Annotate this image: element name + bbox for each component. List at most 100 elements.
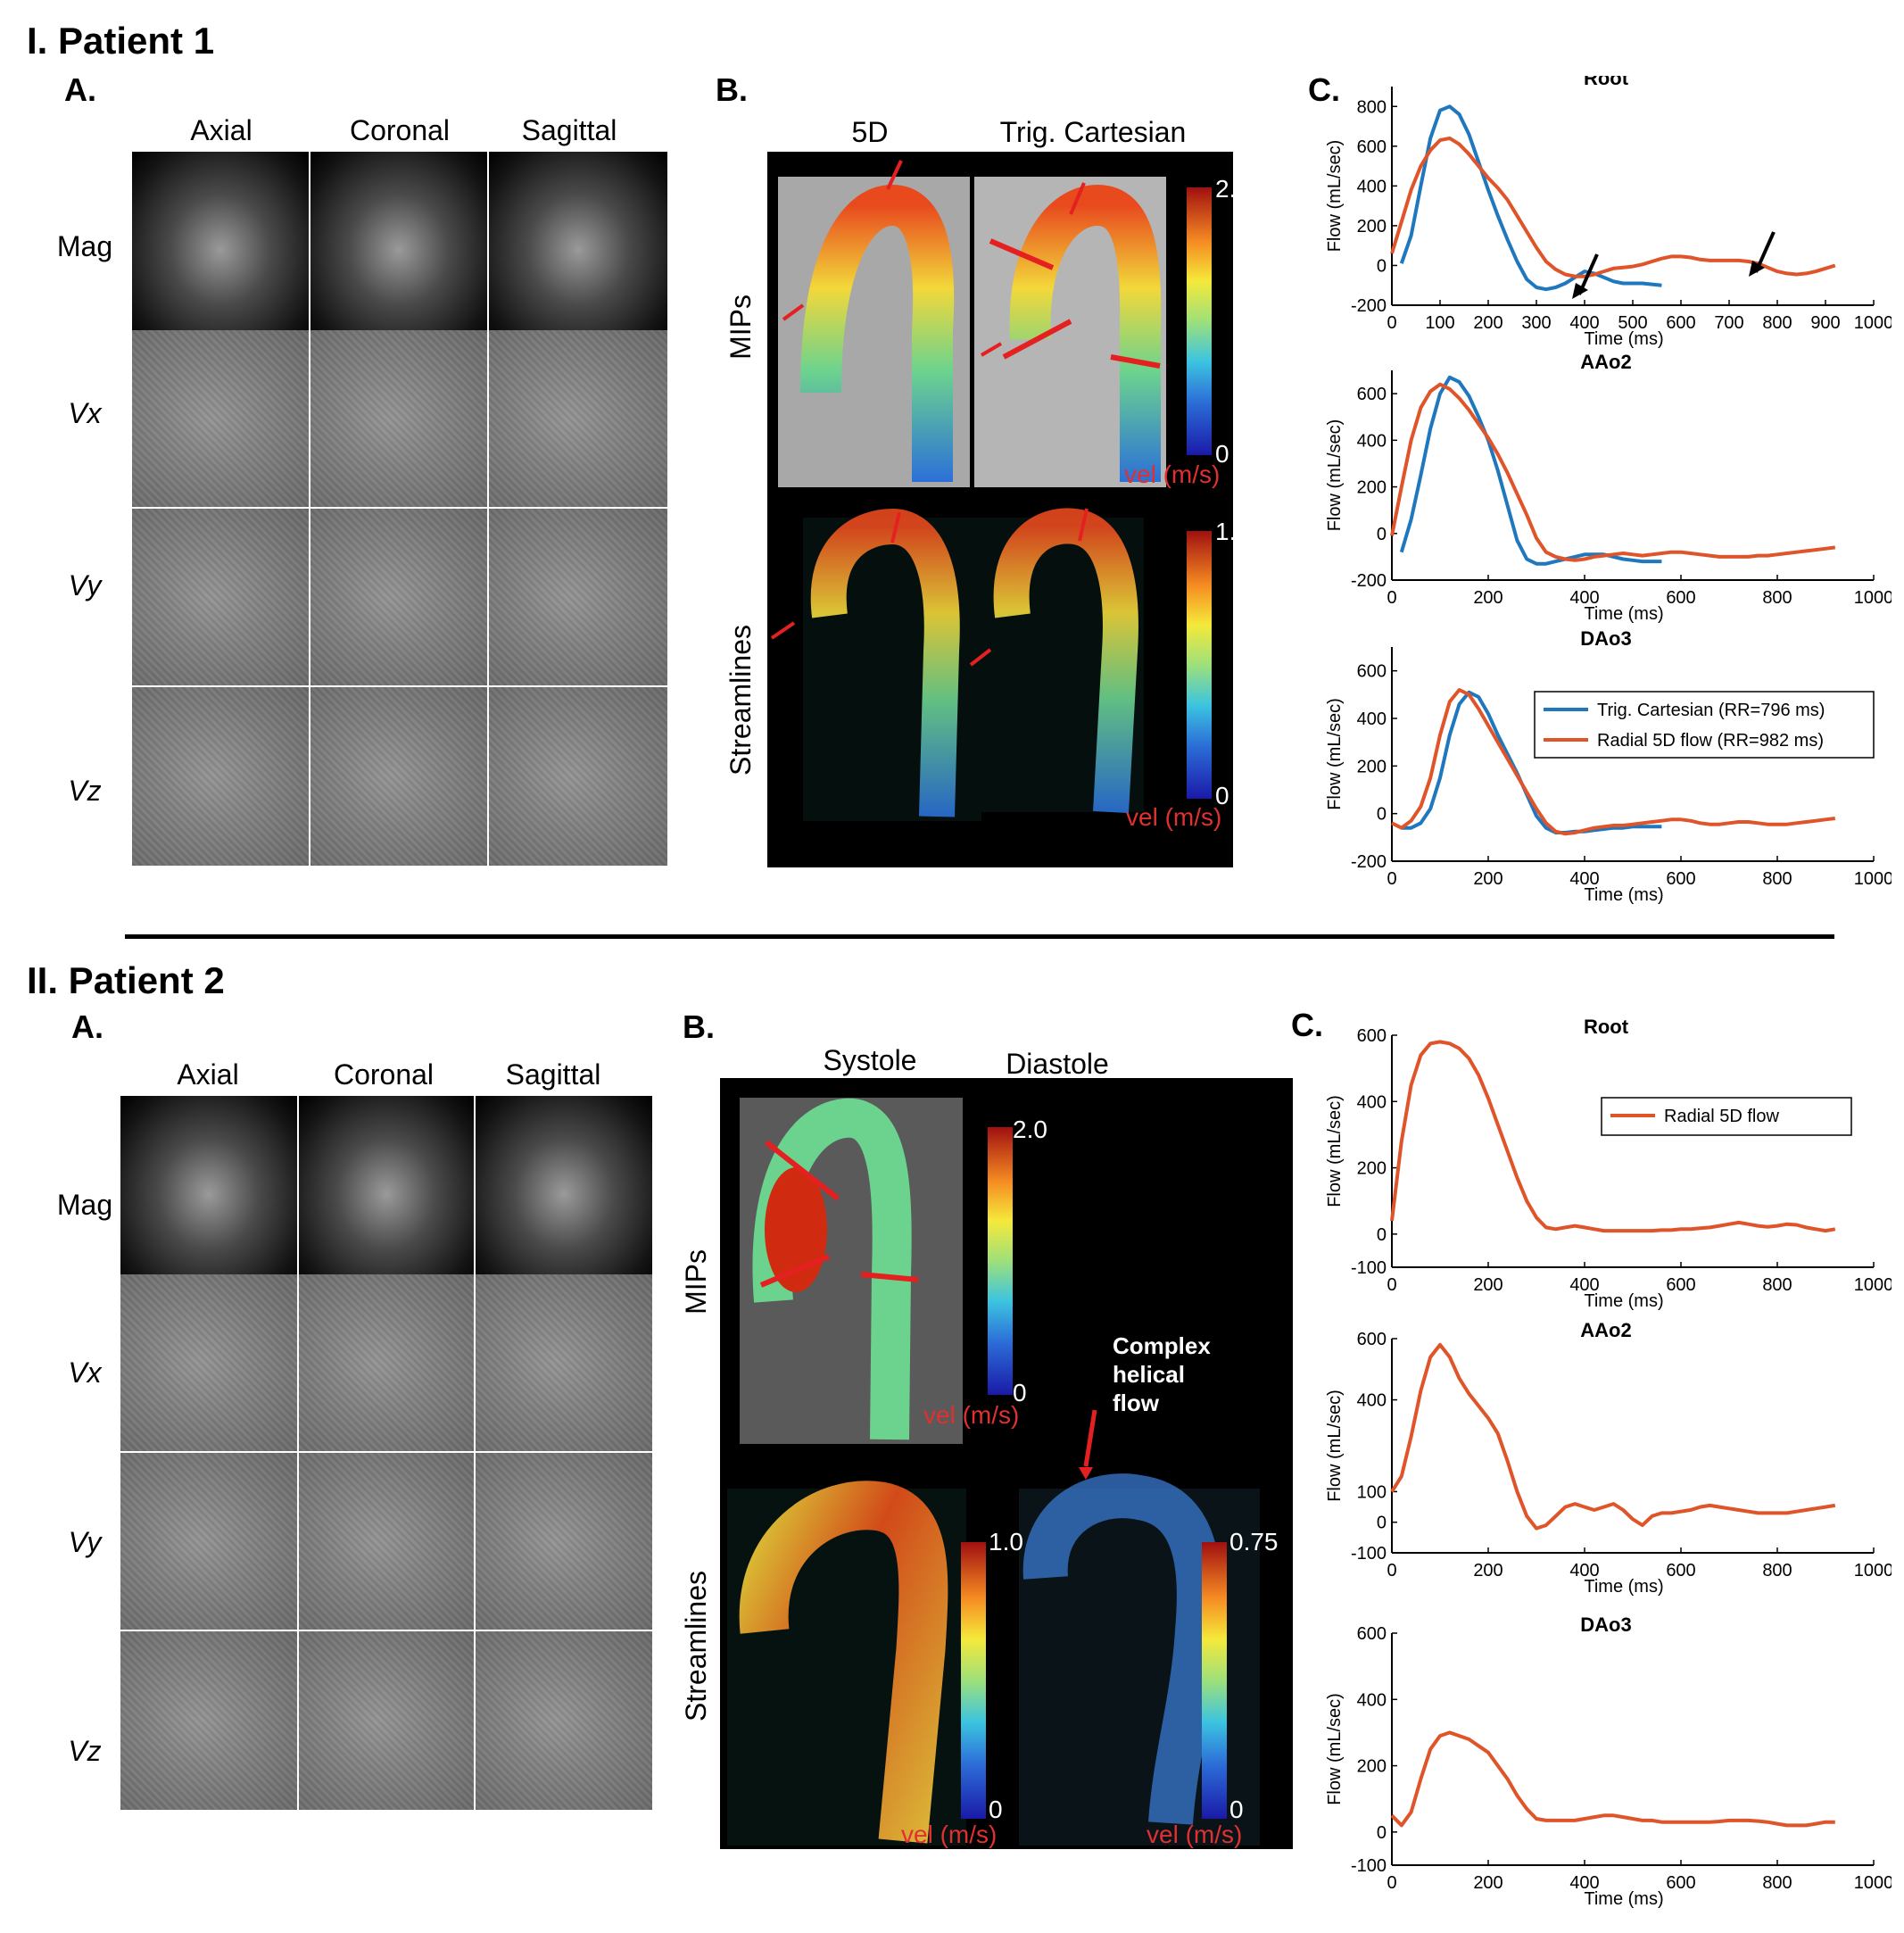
series-line xyxy=(1390,1730,1835,1828)
y-axis-label: Flow (mL/sec) xyxy=(1325,1390,1345,1502)
p1-stream-cb-max: 1.5 xyxy=(1215,518,1250,545)
p1-mip-arrow-3 xyxy=(1069,182,1086,215)
p2-diastole-cb-min: 0 xyxy=(1229,1796,1244,1823)
x-tick-label: 600 xyxy=(1666,313,1695,333)
x-tick-label: 400 xyxy=(1569,1873,1599,1893)
patient2-title: II. Patient 2 xyxy=(27,959,225,1001)
p2-axial-vy-image xyxy=(120,1453,297,1630)
p2-systole-streamlines-aorta xyxy=(739,1481,948,1844)
p2-diastole-streamlines-aorta xyxy=(1022,1473,1221,1825)
series-line xyxy=(1390,1040,1836,1233)
x-tick-label: 0 xyxy=(1387,869,1396,889)
series-line xyxy=(1390,382,1836,562)
y-tick-label: 600 xyxy=(1357,1330,1387,1349)
x-tick-label: 800 xyxy=(1762,1561,1792,1580)
p2-flow-visualization-panel xyxy=(720,1078,1293,1849)
p2-col-sagittal: Sagittal xyxy=(505,1058,601,1091)
x-tick-label: 200 xyxy=(1473,588,1503,608)
x-tick-label: 0 xyxy=(1387,588,1396,608)
x-tick-label: 400 xyxy=(1569,869,1599,889)
p1-row-vy: Vy xyxy=(68,569,102,601)
x-tick-label: 200 xyxy=(1473,1561,1503,1580)
x-tick-label: 600 xyxy=(1666,1275,1695,1295)
p2-sagittal-vz-image xyxy=(476,1631,652,1810)
legend-label: Radial 5D flow (RR=982 ms) xyxy=(1597,731,1824,751)
p2-sagittal-vx-image xyxy=(476,1274,652,1451)
p2-col-coronal: Coronal xyxy=(333,1058,435,1091)
p1-mip-arrow-4 xyxy=(980,342,1003,357)
p2-diastole-cb-max: 0.75 xyxy=(1229,1528,1279,1556)
p1-axial-vx-image xyxy=(132,330,309,507)
p1-row-vx: Vx xyxy=(68,397,102,429)
p1-sagittal-vz-image xyxy=(489,687,667,866)
p2-col-axial: Axial xyxy=(177,1058,239,1091)
p2-row-vz: Vz xyxy=(68,1735,102,1767)
series-line xyxy=(1399,104,1662,292)
p1-root-chart: 0 100 200 300 400 500 600 700 800 900 1000-2000200… xyxy=(1325,76,1892,349)
p1-5d-mip-aorta xyxy=(800,184,955,482)
p1-mri-grid xyxy=(132,152,667,866)
y-tick-label: -100 xyxy=(1351,1258,1387,1278)
y-tick-label: 0 xyxy=(1377,1823,1387,1843)
p1-sagittal-vy-image xyxy=(489,509,667,685)
y-tick-label: 200 xyxy=(1357,478,1387,498)
x-tick-label: 800 xyxy=(1762,869,1792,889)
x-tick-label: 100 xyxy=(1425,313,1454,333)
x-tick-label: 300 xyxy=(1521,313,1551,333)
patient1-panel-a-letter: A. xyxy=(64,71,96,108)
y-tick-label: 200 xyxy=(1357,757,1387,776)
x-tick-label: 600 xyxy=(1666,869,1695,889)
p1b-col-trig-cartesian: Trig. Cartesian xyxy=(999,116,1187,148)
p2-coronal-vy-image xyxy=(299,1453,474,1630)
x-axis-label: Time (ms) xyxy=(1584,1291,1663,1311)
p2-helical-flow-annotation: Complex helical flow xyxy=(1113,1332,1211,1417)
x-tick-label: 1000 xyxy=(1854,313,1892,333)
patient1-title: I. Patient 1 xyxy=(27,20,215,62)
patient2-panel-b-letter: B. xyxy=(683,1008,715,1045)
p1-col-sagittal: Sagittal xyxy=(521,114,617,146)
p2-coronal-vx-image xyxy=(299,1274,474,1451)
p1-flow-charts: 0 100 200 300 400 500 600 700 800 900 1000-2000200… xyxy=(1325,76,1892,905)
p2-diastole-colorbar xyxy=(1202,1542,1227,1819)
p1-row-vz: Vz xyxy=(68,775,102,807)
p2-mip-cb-max: 2.0 xyxy=(1013,1116,1047,1143)
y-tick-label: 0 xyxy=(1377,256,1387,276)
y-tick-label: -200 xyxy=(1351,852,1387,872)
p2-row-vy: Vy xyxy=(68,1526,102,1558)
y-tick-label: 0 xyxy=(1377,1514,1387,1533)
p2-mri-grid xyxy=(120,1096,652,1810)
chart-title: Root xyxy=(1584,1017,1629,1038)
p2b-col-diastole: Diastole xyxy=(1006,1048,1109,1080)
series-line xyxy=(1399,375,1662,566)
y-tick-label: 600 xyxy=(1357,1026,1387,1046)
x-tick-label: 800 xyxy=(1762,588,1792,608)
p2b-col-systole: Systole xyxy=(823,1044,917,1076)
p1-axial-vz-image xyxy=(132,687,309,866)
p2-axial-vz-image xyxy=(120,1631,297,1810)
x-axis-label: Time (ms) xyxy=(1584,885,1663,905)
p2-systole-colorbar xyxy=(961,1542,986,1819)
p1-stream-cb-min: 0 xyxy=(1215,782,1229,809)
series-line xyxy=(1391,688,1836,836)
patient1-panel-c-letter: C. xyxy=(1308,71,1340,108)
x-tick-label: 600 xyxy=(1666,1561,1695,1580)
y-tick-label: 800 xyxy=(1357,97,1387,117)
y-axis-label: Flow (mL/sec) xyxy=(1325,698,1345,810)
p1-coronal-vz-image xyxy=(310,687,487,866)
x-tick-label: 200 xyxy=(1473,1275,1503,1295)
chart-title: Root xyxy=(1584,76,1629,89)
p1-stream-arrow-4 xyxy=(969,648,992,667)
x-tick-label: 0 xyxy=(1387,1873,1396,1893)
y-axis-label: Flow (mL/sec) xyxy=(1325,419,1345,532)
p2-sagittal-vy-image xyxy=(476,1453,652,1630)
x-tick-label: 500 xyxy=(1618,313,1647,333)
x-tick-label: 400 xyxy=(1569,588,1599,608)
p1-stream-arrow-3 xyxy=(1078,508,1089,542)
x-tick-label: 800 xyxy=(1762,1873,1792,1893)
p2-coronal-vz-image xyxy=(299,1631,474,1810)
legend-label: Radial 5D flow xyxy=(1664,1107,1780,1126)
p2-coronal-mag-image xyxy=(299,1096,474,1274)
x-tick-label: 0 xyxy=(1387,1275,1396,1295)
